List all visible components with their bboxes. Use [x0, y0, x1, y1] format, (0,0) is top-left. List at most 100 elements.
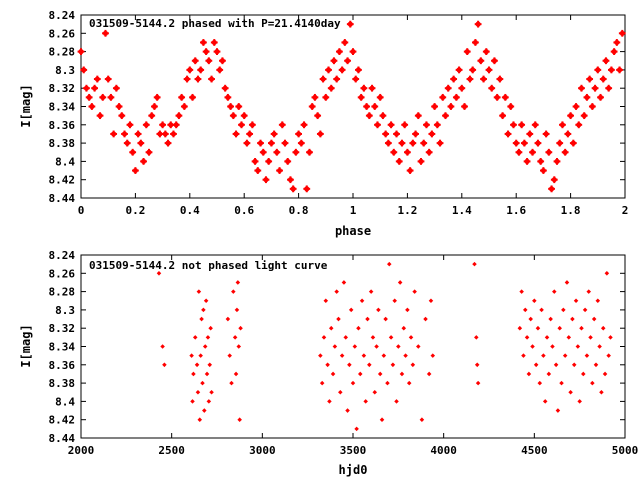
x-tick-label: 2 — [622, 204, 629, 217]
data-point-ray — [362, 84, 365, 92]
data-point-ray — [349, 20, 352, 28]
data-point — [356, 325, 361, 331]
data-point-ray — [458, 66, 461, 74]
data-point — [361, 353, 367, 358]
y-tick-label: 8.32 — [49, 322, 76, 335]
data-point — [410, 362, 416, 368]
data-point — [535, 325, 541, 331]
data-point-ray — [422, 139, 425, 147]
data-point-ray — [591, 103, 594, 110]
data-point-ray — [313, 93, 316, 101]
data-point — [412, 289, 417, 294]
data-point-ray — [553, 176, 556, 184]
data-point-ray — [270, 139, 273, 147]
data-point-ray — [455, 93, 458, 101]
chart-title: 031509-5144.2 phased with P=21.4140day — [89, 17, 341, 30]
data-point — [528, 316, 533, 322]
y-tick-label: 8.36 — [49, 119, 76, 132]
data-point-ray — [205, 48, 208, 55]
data-point-ray — [188, 66, 191, 74]
data-point — [397, 280, 403, 285]
data-point — [341, 280, 347, 285]
data-point-ray — [82, 66, 85, 74]
data-point-ray — [621, 29, 624, 37]
data-point — [593, 362, 599, 368]
data-point-ray — [218, 66, 221, 74]
data-point-ray — [406, 148, 409, 156]
data-point-ray — [262, 148, 265, 156]
data-point-ray — [332, 57, 335, 65]
data-point — [557, 325, 562, 331]
data-point — [548, 316, 553, 322]
data-point — [372, 389, 378, 395]
x-tick-label: 1.4 — [452, 204, 472, 217]
data-point-ray — [115, 84, 118, 92]
y-tick-label: 8.24 — [49, 249, 76, 262]
data-point — [374, 344, 379, 349]
data-point — [196, 289, 202, 294]
data-point — [579, 325, 584, 331]
data-point-ray — [221, 57, 224, 65]
data-point — [192, 335, 198, 340]
data-point-ray — [498, 75, 501, 83]
data-point-ray — [167, 139, 170, 147]
x-tick-label: 2500 — [158, 444, 185, 457]
data-point-ray — [104, 29, 107, 37]
data-point — [530, 344, 535, 349]
data-point — [385, 380, 390, 386]
x-tick-label: 1.8 — [561, 204, 581, 217]
data-point-ray — [297, 130, 300, 138]
data-point-ray — [273, 130, 276, 138]
data-point — [561, 307, 566, 313]
data-point — [523, 307, 528, 313]
data-point-ray — [577, 121, 580, 129]
data-point-ray — [373, 103, 376, 110]
data-point — [328, 325, 334, 331]
data-point-ray — [572, 139, 575, 147]
data-point — [423, 316, 428, 322]
data-point-ray — [444, 112, 447, 120]
data-point-ray — [384, 130, 387, 138]
data-point — [387, 261, 392, 267]
data-point-ray — [585, 93, 588, 101]
data-point — [330, 371, 336, 377]
data-point-ray — [183, 103, 186, 110]
x-axis-label: phase — [335, 224, 371, 238]
data-point — [325, 362, 330, 368]
data-point-ray — [169, 121, 172, 129]
data-point-ray — [180, 93, 183, 101]
data-point-ray — [447, 84, 450, 92]
y-tick-label: 8.34 — [49, 101, 76, 114]
data-point-ray — [596, 66, 599, 74]
data-point — [227, 353, 232, 358]
data-point-ray — [259, 139, 262, 147]
data-point — [474, 362, 480, 368]
data-point-ray — [354, 75, 357, 83]
data-point-ray — [235, 130, 238, 138]
data-point-ray — [580, 84, 583, 92]
data-point-ray — [360, 93, 363, 101]
data-point — [416, 344, 421, 349]
data-point-ray — [112, 130, 115, 138]
data-point — [552, 289, 557, 294]
data-point-ray — [501, 112, 504, 120]
data-point-ray — [80, 48, 82, 55]
data-point-ray — [120, 112, 123, 120]
data-point-ray — [199, 66, 202, 74]
tick-group: 2000 2500 3000 3500 4000 4500 5000 8.24 8.26 8.28… — [49, 249, 639, 457]
data-point — [408, 335, 414, 340]
data-point-ray — [311, 103, 314, 110]
y-tick-label: 8.3 — [55, 304, 75, 317]
data-point — [225, 316, 231, 322]
data-point-ray — [245, 139, 248, 147]
data-point-ray — [126, 139, 129, 147]
data-point — [205, 335, 211, 340]
data-point — [347, 362, 352, 368]
data-point — [406, 380, 412, 386]
x-tick-label: 4500 — [521, 444, 548, 457]
data-point — [199, 316, 204, 322]
data-point-ray — [101, 93, 104, 101]
y-tick-label: 8.44 — [49, 192, 76, 205]
data-point — [338, 389, 343, 395]
data-point — [343, 335, 349, 340]
